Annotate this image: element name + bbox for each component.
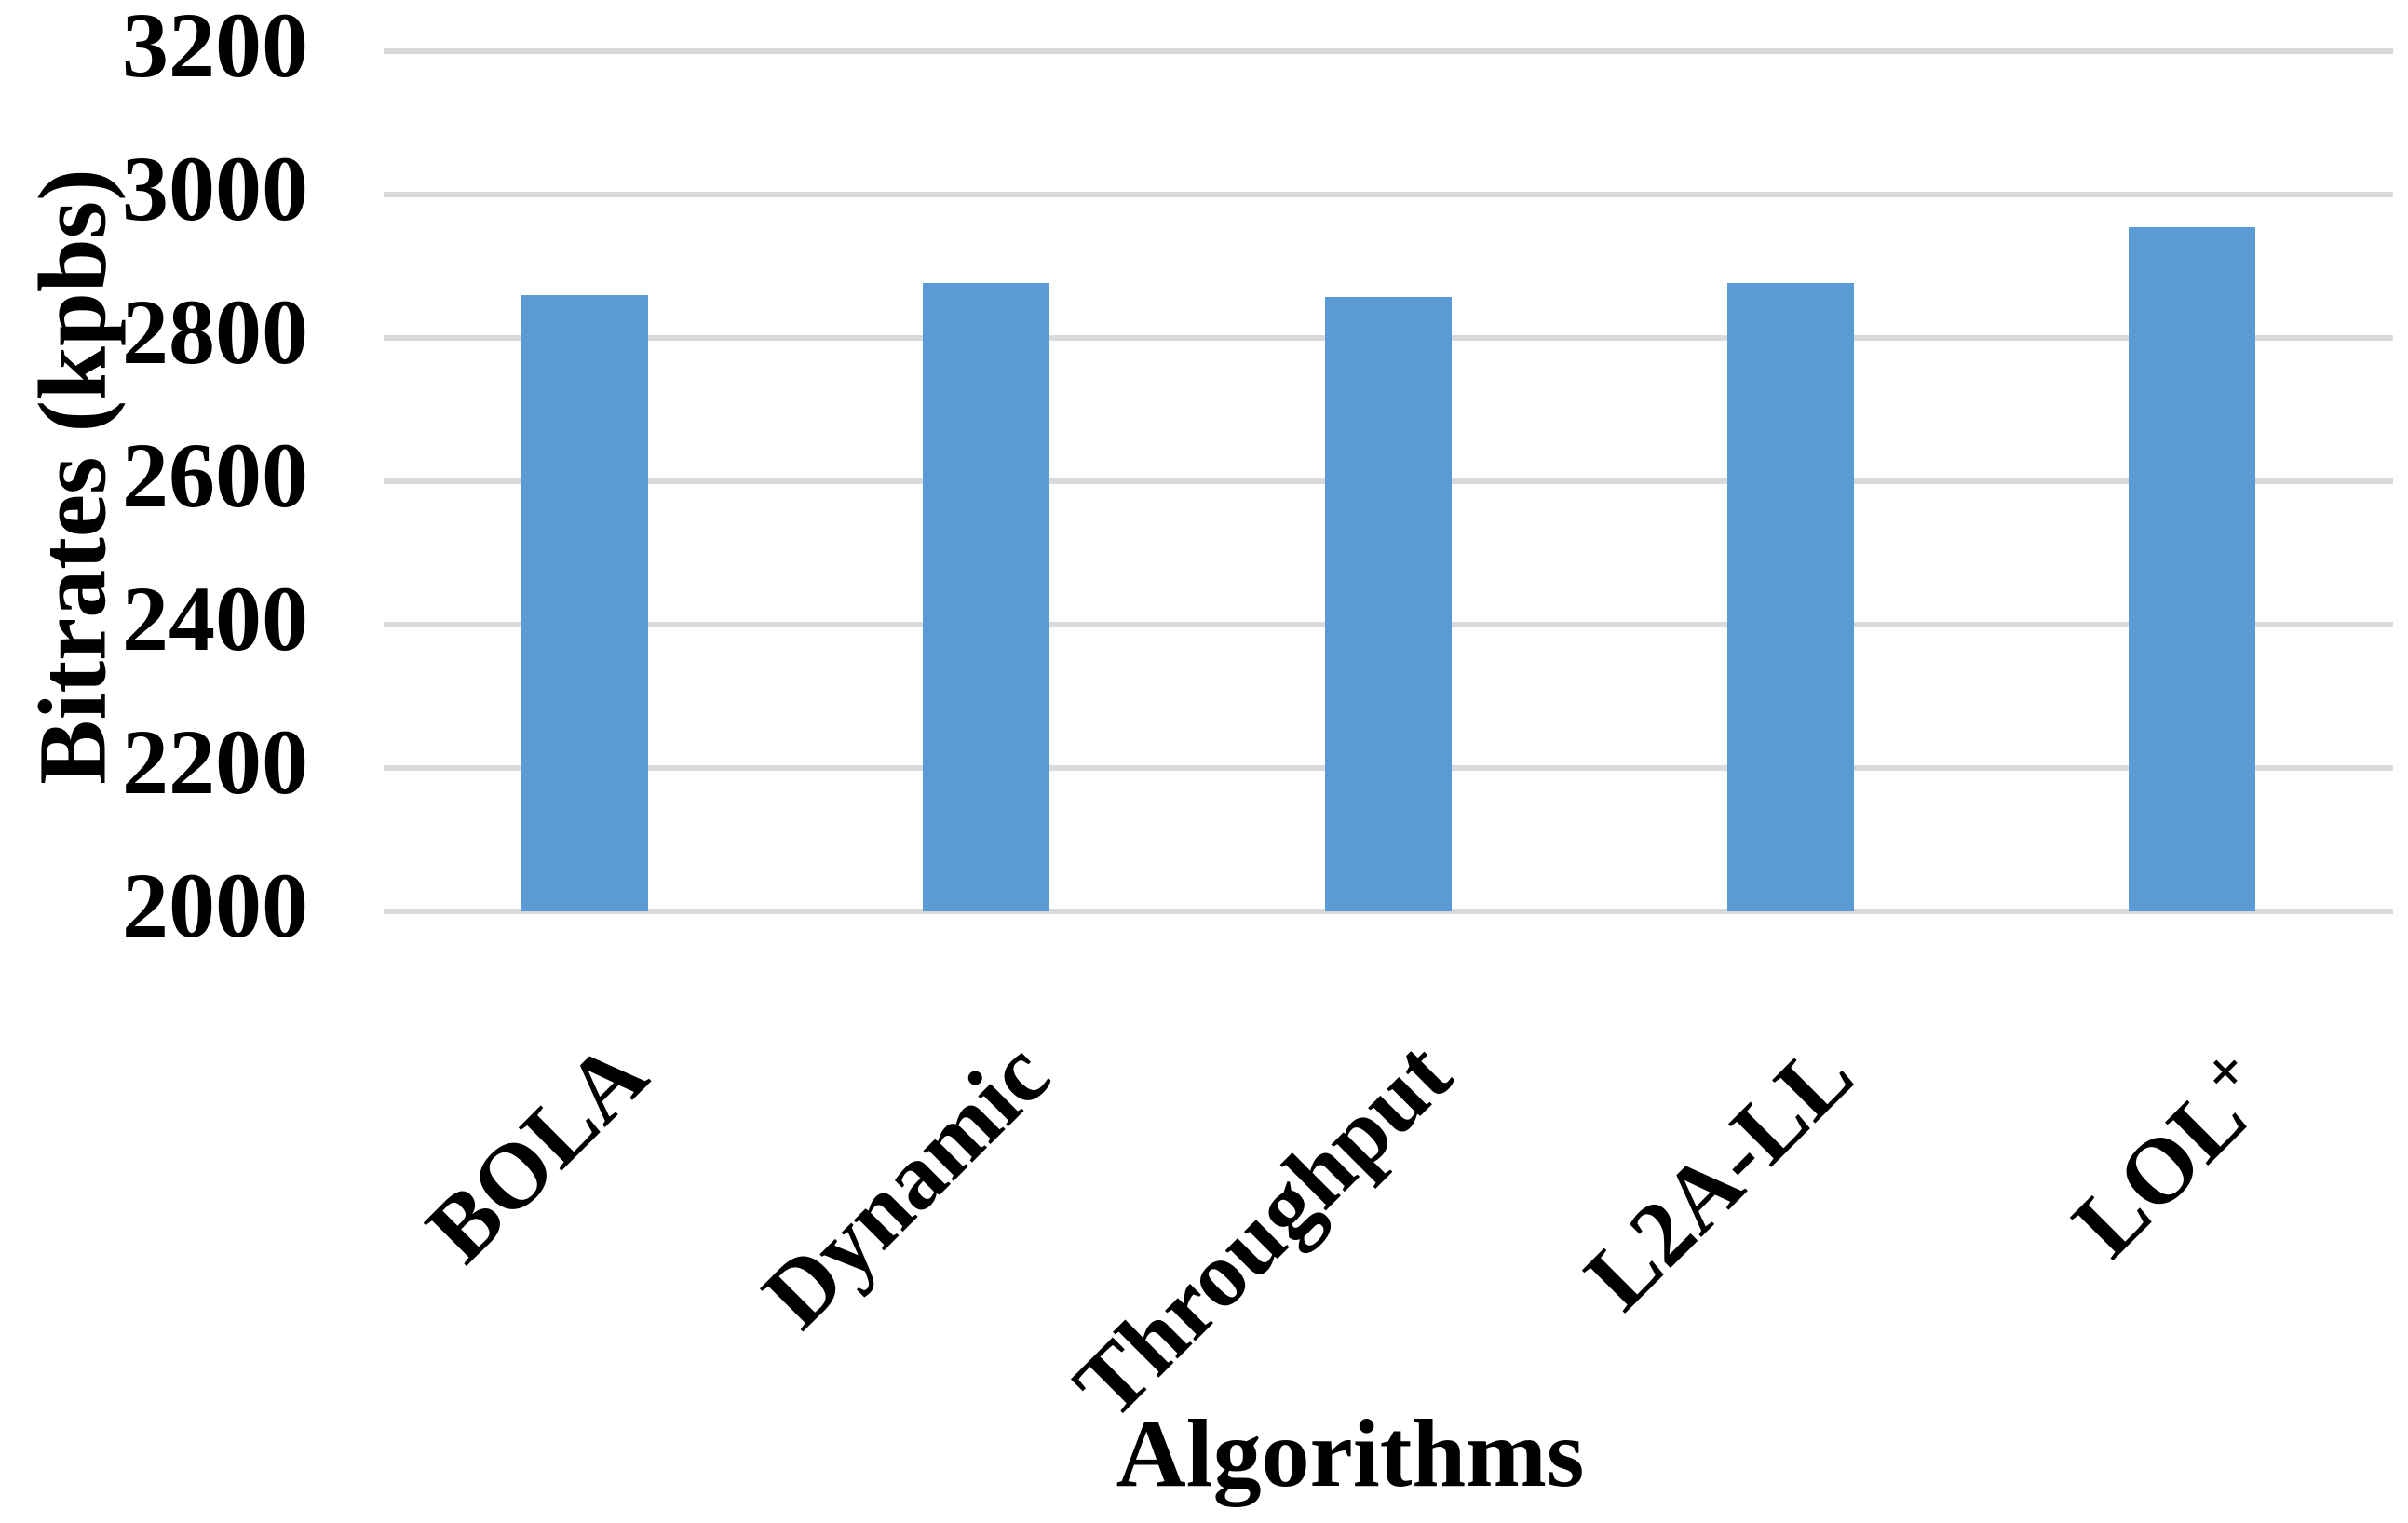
category-label-Throughput: Throughput xyxy=(1054,1021,1471,1438)
category-label-L2A-LL: L2A-LL xyxy=(1564,1021,1873,1329)
y-tick-label-2400: 2400 xyxy=(122,567,308,670)
category-label-superscript: + xyxy=(2187,1033,2264,1110)
bar-LOL+ xyxy=(2129,227,2256,911)
y-tick-label-2600: 2600 xyxy=(122,424,308,527)
category-label-Dynamic: Dynamic xyxy=(743,1021,1069,1348)
y-tick-label-2800: 2800 xyxy=(122,280,308,384)
y-tick-label-3200: 3200 xyxy=(122,0,308,97)
plot-area xyxy=(384,48,2393,914)
bar-BOLA xyxy=(521,294,648,911)
y-tick-label-3000: 3000 xyxy=(122,137,308,240)
gridline-3200 xyxy=(384,48,2393,54)
gridline-2000 xyxy=(384,909,2393,914)
category-label-LOL+: LOL+ xyxy=(2053,1033,2266,1276)
x-axis-title: Algorithms xyxy=(1116,1400,1585,1507)
y-tick-label-2200: 2200 xyxy=(122,710,308,814)
y-tick-label-2000: 2000 xyxy=(122,854,308,957)
category-label-BOLA: BOLA xyxy=(407,1021,668,1282)
bar-Dynamic xyxy=(923,283,1050,911)
bar-L2A-LL xyxy=(1726,283,1854,911)
gridline-3000 xyxy=(384,192,2393,197)
bar-Throughput xyxy=(1325,297,1452,911)
